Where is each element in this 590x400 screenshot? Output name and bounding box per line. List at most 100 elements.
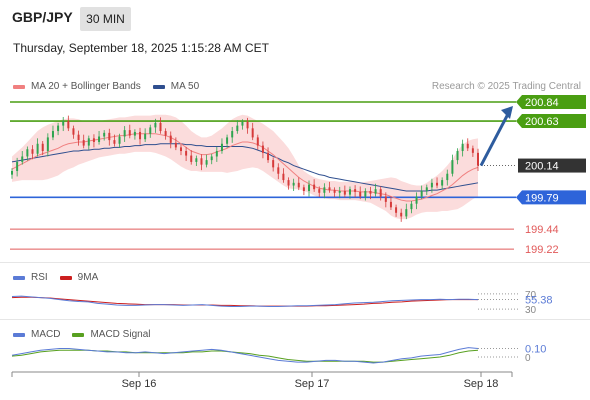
macd-legend: MACD MACD Signal [13,329,162,340]
candle-body [333,190,336,193]
support-label-4: 199.44 [525,224,559,236]
symbol-title: GBP/JPY [12,9,73,25]
candle-body [379,189,382,197]
candle-body [82,140,85,146]
rsi-ma-line [11,296,478,307]
candle-body [139,131,142,140]
candle-body [430,182,433,188]
price-legend: MA 20 + Bollinger Bands MA 50 [13,81,211,92]
candle-body [154,122,157,128]
candle-body [190,155,193,162]
candle-body [108,132,111,141]
macd-signal-line [11,349,479,363]
candle-body [128,130,131,136]
legend-ma50: MA 50 [152,81,200,92]
candle-body [313,184,316,190]
candle-body [231,131,234,138]
candle-body [466,143,469,149]
candle-body [57,125,60,132]
candle-body [144,133,147,140]
candle-body [343,190,346,195]
macd-signal-swatch [72,332,85,337]
legend-rsi-ma-label: 9MA [77,272,99,283]
candle-body [405,209,408,217]
candle-body [425,187,428,191]
legend-ma50-label: MA 50 [170,81,200,92]
candle-body [246,121,249,129]
candle-body [395,207,398,213]
candle-body [256,137,259,146]
candle-body [369,190,372,194]
candle-body [205,160,208,165]
panel-divider-macd [0,319,590,320]
legend-ma20: MA 20 + Bollinger Bands [13,81,141,92]
candle-body [241,121,244,126]
candle-body [113,140,116,144]
candle-body [374,189,377,194]
candle-body [302,187,305,191]
candle-body [179,147,182,152]
candle-body [287,180,290,186]
candle-body [185,151,188,156]
candle-body [348,189,351,195]
candle-body [21,156,24,162]
candle-body [236,125,239,132]
candle-body [456,151,459,161]
legend-ma20-label: MA 20 + Bollinger Bands [31,81,141,92]
candle-body [308,184,311,191]
candle-body [328,187,331,191]
chart-datetime: Thursday, September 18, 2025 1:15:28 AM … [13,41,269,55]
ma50-swatch [152,84,165,89]
candle-body [16,161,19,172]
candle-body [364,190,367,197]
candle-body [277,167,280,174]
candle-body [400,212,403,217]
candle-body [451,160,454,174]
candle-body [36,143,39,154]
candle-body [415,196,418,204]
candle-body [220,143,223,152]
resistance-label-0: 200.84 [525,97,559,109]
rsi-line [11,295,479,307]
candle-body [159,122,162,132]
last-price-tag [518,158,586,173]
resistance-tag-1 [516,114,586,129]
legend-macd: MACD [13,329,60,340]
candle-body [210,156,213,161]
macd-line [11,347,479,364]
candle-body [420,190,423,197]
bollinger-band [12,114,478,220]
candle-body [441,180,444,186]
support-label-5: 199.22 [525,244,559,256]
candle-body [354,189,357,192]
candle-body [92,138,95,142]
macd-zero-label: 0 [525,353,531,364]
legend-macd-signal-label: MACD Signal [90,329,151,340]
candle-body [123,130,126,137]
macd-last-label: 0.10 [525,344,546,356]
legend-macd-label: MACD [31,329,61,340]
candle-body [195,158,198,162]
x-tick-label-1: Sep 17 [295,378,330,390]
watermark: Research © 2025 Trading Central [431,81,581,92]
ma20-swatch [13,84,25,89]
candle-body [323,187,326,193]
last-price-label: 200.14 [525,161,559,173]
forecast-arrow-head [501,105,513,119]
candle-body [31,149,34,154]
candle-body [477,152,479,166]
timeframe-button[interactable]: 30 MIN [80,7,131,31]
candle-body [164,131,167,136]
candle-body [174,142,177,148]
panel-divider-rsi [0,262,590,263]
ma50-line [11,143,479,192]
resistance-tag-0 [516,94,586,109]
x-tick-label-2: Sep 18 [464,378,499,390]
candle-body [267,152,270,161]
candle-body [410,203,413,210]
candle-body [292,182,295,186]
legend-rsi: RSI [13,272,48,283]
candle-body [51,131,54,138]
candle-body [87,138,90,146]
